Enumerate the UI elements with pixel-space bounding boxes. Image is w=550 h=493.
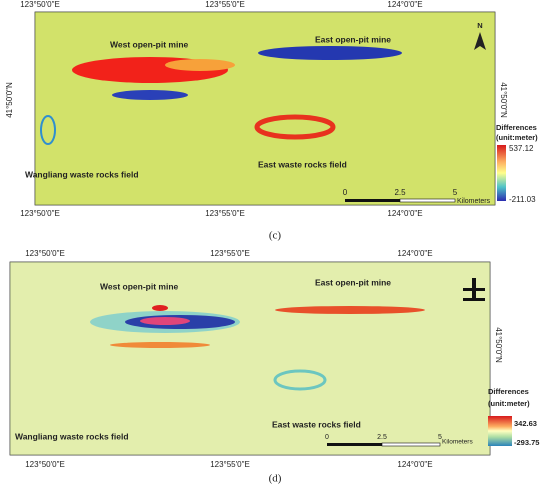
scale-tick: 0 (343, 188, 348, 197)
panel-c: West open-pit mine East open-pit mine Ea… (5, 0, 538, 241)
north-arrow (474, 32, 486, 50)
lon-label: 123°55'0"E (210, 460, 250, 469)
annotation: East open-pit mine (315, 277, 391, 287)
lon-label: 123°55'0"E (205, 0, 245, 9)
legend-ramp (488, 416, 512, 446)
lat-label: 41°50'0"N (499, 82, 508, 118)
scale-bar (327, 443, 382, 446)
scale-tick: 5 (438, 434, 442, 441)
west-pit-orange (165, 59, 235, 71)
map-frame (9, 261, 491, 456)
west-pit-blue (112, 90, 188, 100)
east-pit-red (275, 306, 425, 314)
scale-bar (399, 198, 456, 203)
map-frame (34, 11, 496, 206)
lon-label: 124°0'0"E (397, 460, 432, 469)
lon-label: 123°50'0"E (20, 0, 60, 9)
annotation: East waste rocks field (272, 419, 361, 429)
scale-unit: Kilometers (442, 439, 473, 446)
legend-max: 537.12 (509, 144, 534, 153)
annotation: West open-pit mine (110, 39, 189, 49)
lat-label: 41°50'0"N (5, 82, 14, 118)
lon-label: 123°55'0"E (210, 249, 250, 258)
legend-title: Differences (496, 123, 537, 132)
north-symbol (463, 278, 485, 301)
annotation: East waste rocks field (258, 159, 347, 169)
annotation: West open-pit mine (100, 281, 179, 291)
wangliang-mark (40, 115, 56, 145)
map-texture (10, 262, 490, 455)
west-pit-pink (140, 317, 190, 325)
lon-label: 123°50'0"E (20, 209, 60, 218)
panel-label: (d) (269, 473, 282, 485)
legend-unit: (unit:meter) (488, 399, 530, 408)
scale-tick: 2.5 (377, 434, 387, 441)
lon-label: 123°55'0"E (205, 209, 245, 218)
panel-label: (c) (269, 230, 282, 242)
lon-label: 123°50'0"E (25, 460, 65, 469)
scale-tick: 0 (325, 434, 329, 441)
lon-label: 123°50'0"E (25, 249, 65, 258)
annotation: East open-pit mine (315, 34, 391, 44)
lat-label: 41°50'0"N (494, 327, 503, 363)
east-waste-ring (254, 114, 336, 140)
lon-label: 124°0'0"E (397, 249, 432, 258)
legend-ramp (497, 145, 506, 201)
annotation: Wangliang waste rocks field (25, 169, 139, 179)
scale-tick: 5 (453, 188, 458, 197)
east-pit-blue (258, 46, 402, 60)
panel-d: West open-pit mine East open-pit mine Ea… (9, 249, 539, 485)
lon-label: 124°0'0"E (387, 209, 422, 218)
legend-unit: (unit:meter) (496, 133, 538, 142)
scale-tick: 2.5 (394, 188, 406, 197)
legend-min: -211.03 (509, 195, 536, 204)
scale-unit: Kilometers (457, 198, 491, 205)
legend-title: Differences (488, 387, 529, 396)
map-texture (35, 12, 495, 205)
legend-max: 342.63 (514, 419, 537, 428)
north-label: N (477, 21, 482, 30)
scale-bar (381, 442, 441, 447)
scale-bar (345, 199, 400, 202)
lon-label: 124°0'0"E (387, 0, 422, 9)
east-waste-ring (273, 369, 327, 391)
annotation: Wangliang waste rocks field (15, 431, 129, 441)
west-pit-red (152, 305, 168, 311)
west-pit-orange (110, 342, 210, 348)
legend-min: -293.75 (514, 438, 539, 447)
